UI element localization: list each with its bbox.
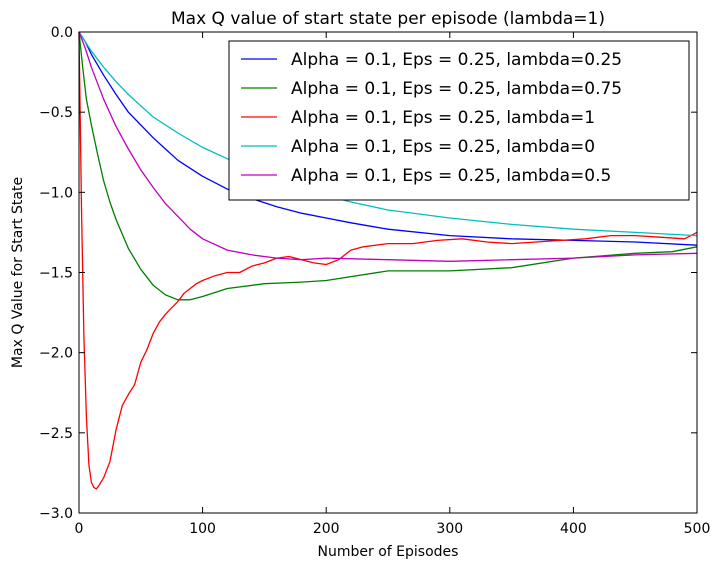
chart-title: Max Q value of start state per episode (… <box>171 9 605 29</box>
y-tick-label: −2.5 <box>39 426 73 442</box>
y-tick-label: −0.5 <box>39 105 73 121</box>
y-tick-label: 0.0 <box>51 25 73 41</box>
y-tick-label: −2.0 <box>39 346 73 362</box>
legend-box <box>228 40 690 201</box>
x-tick-label: 300 <box>436 521 463 537</box>
x-tick-label: 200 <box>313 521 340 537</box>
legend-label: Alpha = 0.1, Eps = 0.25, lambda=0 <box>291 137 595 157</box>
x-tick-label: 0 <box>75 521 84 537</box>
y-tick-label: −1.0 <box>39 185 73 201</box>
series-line-0 <box>78 31 698 246</box>
series-line-4 <box>78 31 698 262</box>
x-tick-label: 100 <box>189 521 216 537</box>
plot-lines <box>78 31 698 490</box>
x-tick-label: 500 <box>684 521 711 537</box>
axis-ticks: 0 100 200 300 400 500 0.0 −0.5 −1.0 −1.5 −2.0 −2.5 −… <box>39 25 710 537</box>
y-axis-title: Max Q Value for Start State <box>10 177 26 368</box>
legend-label: Alpha = 0.1, Eps = 0.25, lambda=1 <box>291 108 595 128</box>
legend: Alpha = 0.1, Eps = 0.25, lambda=0.25 Alph… <box>228 40 690 201</box>
legend-label: Alpha = 0.1, Eps = 0.25, lambda=0.75 <box>291 79 622 99</box>
y-tick-label: −1.5 <box>39 266 73 282</box>
y-tick-label: −3.0 <box>39 506 73 522</box>
x-tick-label: 400 <box>560 521 587 537</box>
legend-label: Alpha = 0.1, Eps = 0.25, lambda=0.5 <box>291 166 611 186</box>
series-line-1 <box>78 31 698 301</box>
x-axis-title: Number of Episodes <box>318 544 459 560</box>
legend-label: Alpha = 0.1, Eps = 0.25, lambda=0.25 <box>291 50 622 70</box>
series-line-2 <box>78 31 698 490</box>
